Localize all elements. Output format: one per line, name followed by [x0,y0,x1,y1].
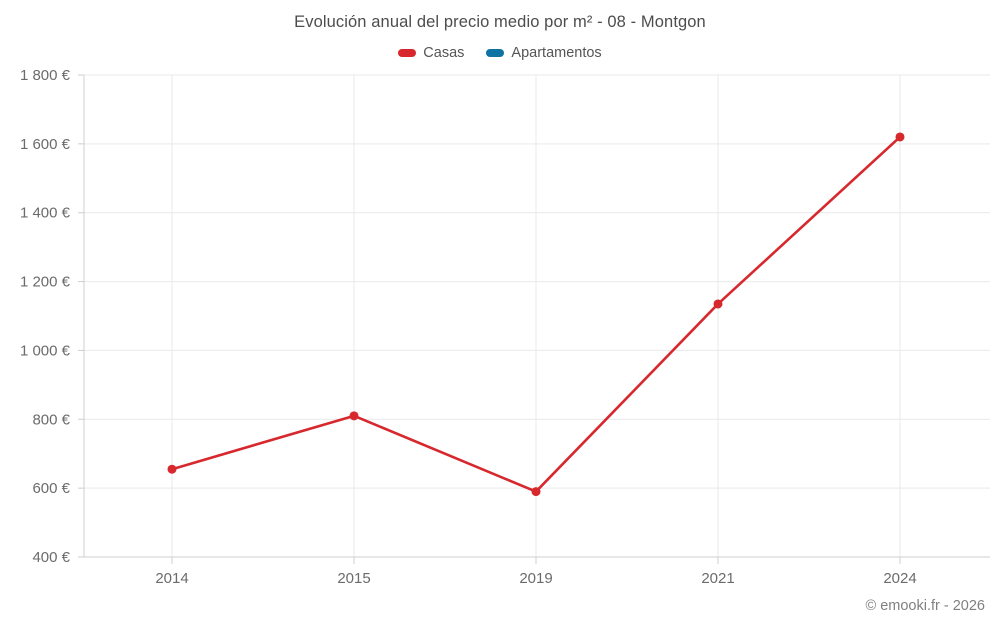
legend-label: Apartamentos [511,45,602,61]
y-tick-label: 1 400 € [20,205,71,222]
x-tick-label: 2019 [519,570,552,587]
y-tick-label: 1 200 € [20,274,71,291]
data-point-casas [167,464,177,474]
y-tick-label: 1 000 € [20,342,71,359]
y-tick-label: 1 600 € [20,136,71,153]
x-tick-label: 2021 [701,570,734,587]
legend-item-apartamentos[interactable]: Apartamentos [486,45,602,61]
chart-title: Evolución anual del precio medio por m² … [294,13,706,31]
legend-swatch-icon [398,49,417,57]
legend-item-casas[interactable]: Casas [398,45,464,61]
y-tick-label: 400 € [32,549,70,566]
y-tick-label: 600 € [32,480,70,497]
y-tick-label: 1 800 € [20,67,71,84]
legend-swatch-icon [486,49,505,57]
y-tick-label: 800 € [32,411,70,428]
x-tick-label: 2014 [155,570,188,587]
data-point-casas [713,299,723,309]
x-tick-label: 2015 [337,570,370,587]
data-point-casas [349,411,359,421]
data-point-casas [895,132,905,142]
data-point-casas [531,487,541,497]
copyright-footer: © emooki.fr - 2026 [865,598,985,614]
x-tick-label: 2024 [883,570,916,587]
legend-label: Casas [423,45,465,61]
chart-legend: Casas Apartamentos [0,45,1000,61]
